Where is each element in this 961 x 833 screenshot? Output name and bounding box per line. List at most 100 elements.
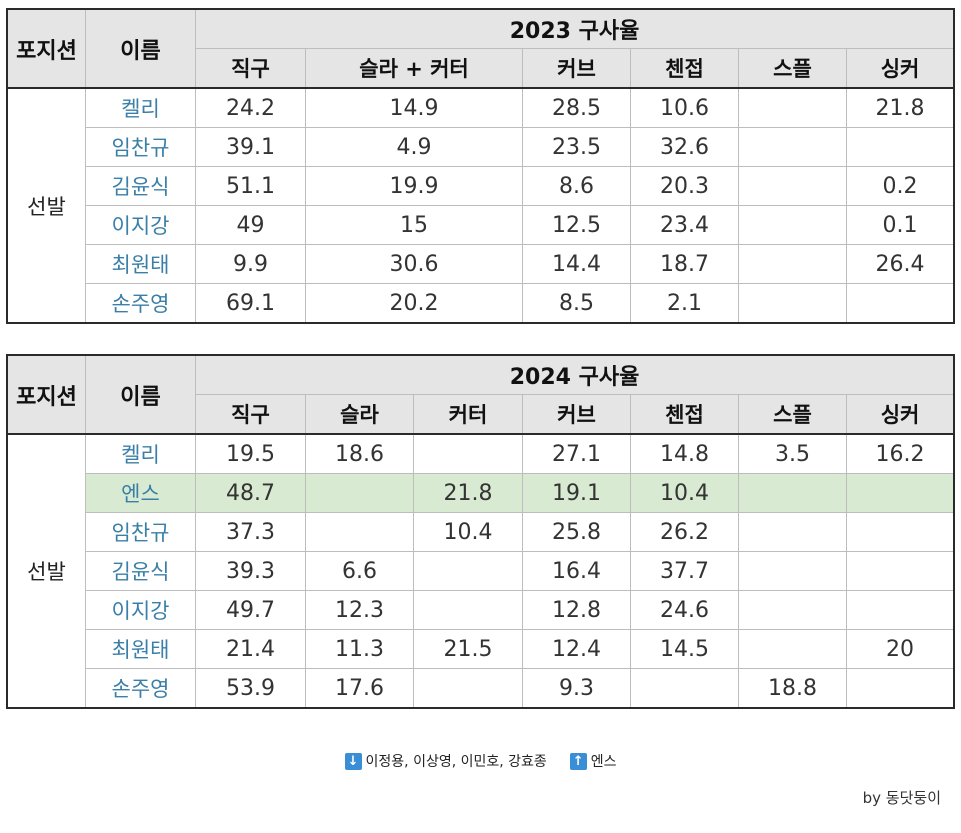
departed-players: 이정용, 이상영, 이민호, 강효종 (365, 754, 547, 770)
player-name: 손주영 (85, 283, 196, 323)
pitch-type-header: 싱커 (845, 48, 955, 89)
position-cell: 선발 (7, 87, 86, 323)
usage-value: 26.2 (630, 512, 739, 552)
usage-value: 14.9 (305, 87, 523, 128)
usage-value: 14.4 (522, 244, 631, 284)
player-name: 김윤식 (85, 551, 196, 591)
table-row: 선발 켈리 24.2 14.9 28.5 10.6 21.8 (7, 87, 955, 323)
usage-value (738, 512, 847, 552)
usage-value (845, 590, 955, 630)
pitch-type-header: 슬라 (305, 394, 414, 435)
pitch-type-header: 첸접 (630, 48, 739, 89)
usage-value: 0.1 (845, 205, 955, 245)
usage-value (845, 551, 955, 591)
usage-value: 24.6 (630, 590, 739, 630)
table-row: 임찬규 39.1 4.9 23.5 32.6 (8, 127, 955, 167)
usage-value: 10.4 (630, 473, 739, 513)
player-name: 켈리 (85, 87, 196, 128)
usage-value: 18.8 (738, 668, 847, 708)
usage-value: 14.5 (630, 629, 739, 669)
player-name: 이지강 (85, 590, 196, 630)
position-cell: 선발 (7, 433, 86, 708)
usage-value: 18.6 (305, 433, 414, 474)
player-name: 엔스 (85, 473, 196, 513)
usage-value (413, 590, 523, 630)
player-name: 이지강 (85, 205, 196, 245)
position-header: 포지션 (7, 9, 86, 89)
usage-value: 12.8 (522, 590, 631, 630)
table-row: 엔스 48.7 21.8 19.1 10.4 (8, 473, 955, 513)
usage-value (845, 473, 955, 513)
usage-value: 9.9 (195, 244, 306, 284)
usage-value: 19.1 (522, 473, 631, 513)
usage-value: 37.3 (195, 512, 306, 552)
roster-change-legend: ↓ 이정용, 이상영, 이민호, 강효종 ↑ 엔스 (0, 751, 961, 771)
usage-value (738, 590, 847, 630)
table-row: 임찬규 37.3 10.4 25.8 26.2 (8, 512, 955, 552)
pitch-type-header: 싱커 (845, 394, 955, 435)
usage-value: 12.4 (522, 629, 631, 669)
table-row: 김윤식 51.1 19.9 8.6 20.3 0.2 (8, 166, 955, 206)
usage-value: 16.2 (845, 433, 955, 474)
usage-value (413, 433, 523, 474)
usage-value: 25.8 (522, 512, 631, 552)
usage-value: 28.5 (522, 87, 631, 128)
usage-value (738, 244, 847, 284)
usage-value: 23.5 (522, 127, 631, 167)
pitch-type-header: 커브 (522, 48, 631, 89)
usage-value: 21.4 (195, 629, 306, 669)
year-header: 2023 구사율 (194, 9, 955, 49)
usage-value: 21.8 (413, 473, 523, 513)
usage-value: 37.7 (630, 551, 739, 591)
player-name: 임찬규 (85, 127, 196, 167)
usage-value: 53.9 (195, 668, 306, 708)
usage-value: 2.1 (630, 283, 739, 323)
author-credit: by 동닷둥이 (862, 789, 941, 807)
usage-value (630, 668, 739, 708)
pitch-type-header: 스플 (738, 394, 847, 435)
usage-value (413, 551, 523, 591)
usage-value: 51.1 (195, 166, 306, 206)
table-row: 이지강 49 15 12.5 23.4 0.1 (8, 205, 955, 245)
name-header: 이름 (85, 355, 196, 435)
usage-value (413, 668, 523, 708)
usage-value: 14.8 (630, 433, 739, 474)
player-name: 손주영 (85, 668, 196, 708)
usage-value: 16.4 (522, 551, 631, 591)
usage-value: 32.6 (630, 127, 739, 167)
usage-value: 10.6 (630, 87, 739, 128)
usage-value: 19.5 (195, 433, 306, 474)
table-row: 손주영 53.9 17.6 9.3 18.8 (8, 668, 955, 708)
usage-value: 8.5 (522, 283, 631, 323)
pitch-usage-table-2023: 포지션 이름 2023 구사율 직구 슬라 + 커터 커브 첸접 스플 싱커 선발 켈리 24… (5, 8, 956, 324)
usage-value: 17.6 (305, 668, 414, 708)
player-name: 최원태 (85, 244, 196, 284)
usage-value: 23.4 (630, 205, 739, 245)
pitch-type-header: 슬라 + 커터 (305, 48, 523, 89)
player-name: 최원태 (85, 629, 196, 669)
usage-value: 18.7 (630, 244, 739, 284)
usage-value: 12.3 (305, 590, 414, 630)
table-row: 최원태 21.4 11.3 21.5 12.4 14.5 20 (8, 629, 955, 669)
usage-value (305, 473, 414, 513)
usage-value: 48.7 (195, 473, 306, 513)
table-row: 최원태 9.9 30.6 14.4 18.7 26.4 (8, 244, 955, 284)
usage-value: 3.5 (738, 433, 847, 474)
table-row: 손주영 69.1 20.2 8.5 2.1 (8, 283, 955, 323)
usage-value: 69.1 (195, 283, 306, 323)
position-header: 포지션 (7, 355, 86, 435)
pitch-type-header: 스플 (738, 48, 847, 89)
usage-value: 9.3 (522, 668, 631, 708)
usage-value (738, 166, 847, 206)
usage-value: 39.3 (195, 551, 306, 591)
usage-value: 0.2 (845, 166, 955, 206)
usage-value (845, 127, 955, 167)
pitch-type-header: 커터 (413, 394, 523, 435)
table-row: 이지강 49.7 12.3 12.8 24.6 (8, 590, 955, 630)
usage-value: 4.9 (305, 127, 523, 167)
player-name: 김윤식 (85, 166, 196, 206)
pitch-usage-table-2024: 포지션 이름 2024 구사율 직구 슬라 커터 커브 첸접 스플 싱커 선발 켈리 19.5 1… (5, 354, 956, 709)
table-row: 김윤식 39.3 6.6 16.4 37.7 (8, 551, 955, 591)
usage-value (845, 512, 955, 552)
usage-value (738, 205, 847, 245)
